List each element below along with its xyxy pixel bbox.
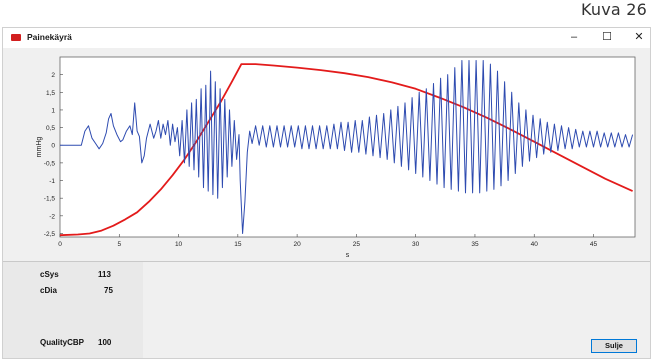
x-tick-label: 35 bbox=[471, 241, 479, 248]
y-axis-label: mmHg bbox=[36, 137, 43, 158]
y-tick-label: -1,5 bbox=[44, 196, 56, 203]
y-tick-label: 1 bbox=[51, 107, 55, 114]
x-tick-label: 0 bbox=[58, 241, 62, 248]
plot-area bbox=[59, 56, 636, 238]
csys-label: cSys bbox=[40, 270, 59, 279]
pressure-chart: -2,5-2-1,5-1-0,500,511,520 5 10 15 20 25 30 35 4… bbox=[36, 56, 636, 259]
y-tick-label: -2,5 bbox=[44, 231, 56, 238]
csys-value: 113 bbox=[98, 270, 111, 279]
x-tick-label: 25 bbox=[353, 241, 361, 248]
minimize-button[interactable]: – bbox=[570, 31, 578, 43]
close-window-button[interactable]: ✕ bbox=[634, 31, 644, 43]
x-tick-label: 5 bbox=[117, 241, 121, 248]
x-tick-label: 45 bbox=[590, 241, 598, 248]
chart-panel: -2,5 -2 -1,5 -1 -0,5 0 0,5 1 1,5 2 0 5 10 15 20 25 30 35 4… bbox=[3, 49, 650, 262]
oscillation-line bbox=[60, 60, 634, 234]
y-tick-label: -0,5 bbox=[44, 160, 56, 167]
x-tick-label: 30 bbox=[412, 241, 420, 248]
x-tick-label: 20 bbox=[293, 241, 301, 248]
y-tick-label: 1,5 bbox=[46, 90, 55, 97]
maximize-button[interactable]: ☐ bbox=[602, 31, 612, 43]
results-panel: cSys 113 cDia 75 QualityCBP 100 bbox=[3, 262, 143, 358]
x-tick-label: 10 bbox=[175, 241, 183, 248]
cdia-label: cDia bbox=[40, 286, 57, 295]
title-bar: Painekäyrä – ☐ ✕ bbox=[3, 28, 650, 48]
pressure-curve-window: Painekäyrä – ☐ ✕ -2,5 -2 -1,5 -1 -0,5 0 0,5 1 1,… bbox=[2, 27, 651, 359]
quality-value: 100 bbox=[98, 338, 112, 347]
close-button[interactable]: Sulje bbox=[591, 339, 637, 353]
y-tick-label: -1 bbox=[49, 178, 55, 185]
x-tick-label: 15 bbox=[234, 241, 242, 248]
figure-caption: Kuva 26 bbox=[581, 0, 647, 19]
y-tick-label: 2 bbox=[51, 72, 55, 79]
results-area: cSys 113 cDia 75 QualityCBP 100 Sulje bbox=[3, 262, 650, 358]
window-title: Painekäyrä bbox=[27, 32, 72, 42]
y-tick-label: -2 bbox=[49, 213, 55, 220]
x-tick-label: 40 bbox=[531, 241, 539, 248]
x-axis-label: s bbox=[346, 252, 350, 259]
app-icon bbox=[11, 34, 21, 41]
y-tick-label: 0 bbox=[51, 143, 55, 150]
y-tick-label: 0,5 bbox=[46, 125, 55, 132]
cdia-value: 75 bbox=[104, 286, 113, 295]
quality-label: QualityCBP bbox=[40, 338, 85, 347]
